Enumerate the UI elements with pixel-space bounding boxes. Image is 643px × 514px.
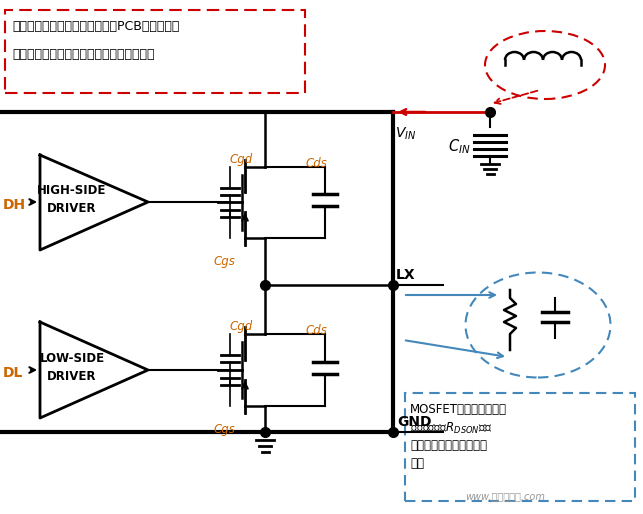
Text: 退耦電容到芯片電源引腳之間的PCB走線，以及: 退耦電容到芯片電源引腳之間的PCB走線，以及 (12, 20, 179, 33)
Text: $V_{IN}$: $V_{IN}$ (395, 126, 417, 142)
FancyBboxPatch shape (405, 393, 635, 501)
Text: LOW-SIDE: LOW-SIDE (39, 352, 105, 364)
Text: GND: GND (397, 415, 431, 429)
Text: Cds: Cds (305, 157, 327, 170)
Text: Cgs: Cgs (213, 423, 235, 436)
Text: www.电子发烧友.com: www.电子发烧友.com (465, 491, 545, 501)
Ellipse shape (466, 272, 610, 377)
Text: DH: DH (3, 198, 26, 212)
Text: LX: LX (396, 268, 415, 282)
Text: DRIVER: DRIVER (47, 201, 96, 214)
Text: HIGH-SIDE: HIGH-SIDE (37, 183, 107, 196)
Text: Cds: Cds (305, 324, 327, 337)
Text: DL: DL (3, 366, 23, 380)
Text: 容。: 容。 (410, 457, 424, 470)
Ellipse shape (485, 31, 605, 99)
Text: 成于小阻值（$R_{DSON}$）電: 成于小阻值（$R_{DSON}$）電 (410, 421, 492, 436)
Text: $C_{IN}$: $C_{IN}$ (448, 138, 471, 156)
Text: 電源引腳到內部硅片的邦定線相當于電感。: 電源引腳到內部硅片的邦定線相當于電感。 (12, 48, 154, 61)
Text: MOSFET在導通時，等效: MOSFET在導通時，等效 (410, 403, 507, 416)
Text: DRIVER: DRIVER (47, 370, 96, 382)
Text: Cgs: Cgs (213, 255, 235, 268)
Text: Cgd: Cgd (230, 153, 253, 166)
FancyBboxPatch shape (5, 10, 305, 93)
Text: Cgd: Cgd (230, 320, 253, 333)
Text: 阻，在截止時，等效成電: 阻，在截止時，等效成電 (410, 439, 487, 452)
